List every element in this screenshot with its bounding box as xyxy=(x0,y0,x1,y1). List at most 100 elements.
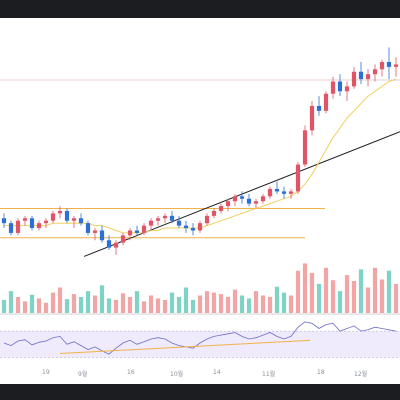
candle-body xyxy=(393,64,399,67)
candle-body xyxy=(1,218,7,224)
volume-bar xyxy=(43,302,49,313)
volume-bar xyxy=(372,267,378,313)
volume-bar xyxy=(288,295,294,313)
candle-body xyxy=(351,71,357,87)
candle-body xyxy=(22,218,28,221)
candle-body xyxy=(344,86,350,92)
volume-bar xyxy=(295,270,301,313)
volume-bar xyxy=(386,270,392,313)
candle-body xyxy=(295,164,301,192)
volume-bar xyxy=(106,298,112,313)
candle-body xyxy=(71,218,77,221)
candle-body xyxy=(15,220,21,233)
candle-body xyxy=(386,61,392,67)
candle-body xyxy=(176,220,182,226)
candle-body xyxy=(253,201,259,204)
volume-bar xyxy=(99,285,105,313)
volume-bar xyxy=(344,275,350,313)
volume-bar xyxy=(246,298,252,313)
volume-bar xyxy=(92,295,98,313)
rsi-trend-line xyxy=(59,339,311,354)
volume-bar xyxy=(85,291,91,313)
candle-body xyxy=(281,191,287,194)
volume-bar xyxy=(8,291,14,313)
candle-body xyxy=(302,130,308,165)
candle-body xyxy=(267,188,273,197)
x-tick-label: 18 xyxy=(317,369,325,376)
candle-body xyxy=(113,242,119,248)
volume-bar xyxy=(36,298,42,313)
volume-bar xyxy=(162,299,168,313)
candle-body xyxy=(225,201,231,207)
volume-bar xyxy=(316,283,322,313)
candle-body xyxy=(36,223,42,229)
candle-body xyxy=(330,81,336,94)
candle-body xyxy=(232,196,238,202)
volume-bar xyxy=(239,295,245,313)
candle-body xyxy=(358,71,364,80)
volume-bar xyxy=(29,294,35,313)
candle-body xyxy=(155,218,161,221)
volume-bar xyxy=(15,296,21,313)
volume-bar xyxy=(260,295,266,313)
volume-bar xyxy=(113,299,119,313)
candle-body xyxy=(323,93,329,111)
candle-body xyxy=(127,230,133,236)
candle-body xyxy=(78,218,84,224)
candle-body xyxy=(99,230,105,241)
volume-bar xyxy=(365,287,371,313)
rsi-line xyxy=(3,321,397,355)
volume-bar xyxy=(127,296,133,313)
x-tick-label: 9월 xyxy=(78,371,88,378)
candle-body xyxy=(106,240,112,248)
volume-bar xyxy=(176,296,182,313)
candle-body xyxy=(148,220,154,226)
volume-bar xyxy=(267,296,273,313)
x-tick-label: 10월 xyxy=(170,371,184,378)
volume-bar xyxy=(323,267,329,313)
volume-bar xyxy=(169,292,175,313)
volume-bar xyxy=(183,287,189,313)
volume-bar xyxy=(1,299,7,313)
volume-bar xyxy=(337,291,343,313)
x-tick-label: 14 xyxy=(213,369,221,376)
candle-body xyxy=(379,61,385,70)
candle-body xyxy=(288,191,294,194)
x-tick-label: 11월 xyxy=(262,371,276,378)
candle-body xyxy=(365,74,371,80)
volume-bar xyxy=(50,292,56,313)
volume-bar xyxy=(134,291,140,313)
candle-body xyxy=(316,105,322,111)
volume-bar xyxy=(379,279,385,313)
candle-body xyxy=(43,220,49,224)
x-tick-label: 16 xyxy=(127,369,135,376)
volume-bar xyxy=(141,301,147,313)
volume-bar xyxy=(57,287,63,313)
volume-bar xyxy=(358,269,364,313)
candle-body xyxy=(50,213,56,221)
volume-bar xyxy=(309,272,315,313)
volume-bar xyxy=(281,292,287,313)
volume-bar xyxy=(71,294,77,313)
x-tick-label: 12월 xyxy=(354,371,368,378)
volume-bar xyxy=(253,291,259,313)
candle-body xyxy=(204,215,210,224)
candle-body xyxy=(337,81,343,92)
candle-body xyxy=(57,210,63,214)
volume-bar xyxy=(302,263,308,313)
candle-body xyxy=(211,210,217,216)
candle-body xyxy=(372,69,378,75)
volume-bar xyxy=(393,283,399,313)
candle-body xyxy=(274,188,280,192)
volume-bar xyxy=(204,291,210,313)
volume-bar xyxy=(155,298,161,313)
candle-body xyxy=(218,206,224,211)
candle-body xyxy=(8,223,14,233)
volume-bar xyxy=(197,295,203,313)
volume-bar xyxy=(64,299,70,313)
volume-bar xyxy=(78,296,84,313)
candle-body xyxy=(64,210,70,221)
candle-body xyxy=(169,215,175,221)
